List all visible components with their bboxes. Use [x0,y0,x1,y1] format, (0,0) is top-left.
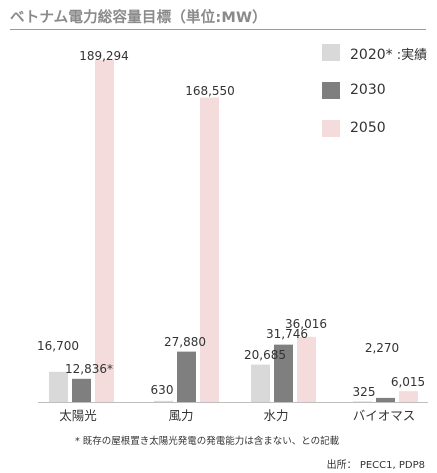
x-tick-label-0: 太陽光 [59,408,97,423]
data-label-2030-cat3: 2,270 [365,341,399,355]
bar-2050-cat3 [399,391,418,402]
title-divider [10,29,426,30]
bar-2050-cat1 [200,97,219,403]
bar-2020-cat2 [251,364,270,402]
data-label-2050-cat2: 36,016 [285,317,327,331]
x-tick-label-1: 風力 [168,408,193,423]
bar-2020-cat3 [353,401,372,402]
data-label-2050-cat3: 6,015 [391,375,425,389]
data-label-2050-cat0: 189,294 [79,49,129,63]
legend-swatch-2020 [322,44,340,61]
data-label-2020-cat3: 325 [353,385,376,399]
bar-2020-cat1 [154,400,173,402]
bar-2030-cat3 [376,397,395,402]
x-tick-label-3: バイオマス [353,408,416,423]
bar-2030-cat1 [177,351,196,402]
legend-label-2030: 2030 [350,82,386,98]
data-label-2020-cat2: 20,685 [244,348,286,362]
data-label-2020-cat0: 16,700 [37,339,79,353]
data-label-2020-cat1: 630 [151,383,174,397]
bar-2020-cat0 [49,371,68,402]
bar-2050-cat2 [297,336,316,402]
source-note: 出所： PECC1, PDP8 [326,460,425,471]
bar-2030-cat0 [72,378,91,402]
legend-label-2050: 2050 [350,120,386,136]
legend-swatch-2030 [322,82,340,99]
data-label-2030-cat2: 31,746 [266,327,308,341]
bar-2050-cat0 [95,60,114,402]
footnote: * 既存の屋根置き太陽光発電の発電能力は含まない、との記載 [75,436,340,447]
chart-title: ベトナム電力総容量目標（単位:MW） [10,10,267,26]
legend-swatch-2050 [322,120,340,137]
data-label-2050-cat1: 168,550 [185,84,235,98]
data-label-2030-cat0: 12,836* [65,362,113,376]
data-label-2030-cat1: 27,880 [164,335,206,349]
legend-suffix-2020: :実績 [392,48,428,63]
bar-2030-cat2 [274,344,293,402]
x-tick-label-2: 水力 [263,408,288,423]
legend-label-2020: 2020* [350,47,393,63]
